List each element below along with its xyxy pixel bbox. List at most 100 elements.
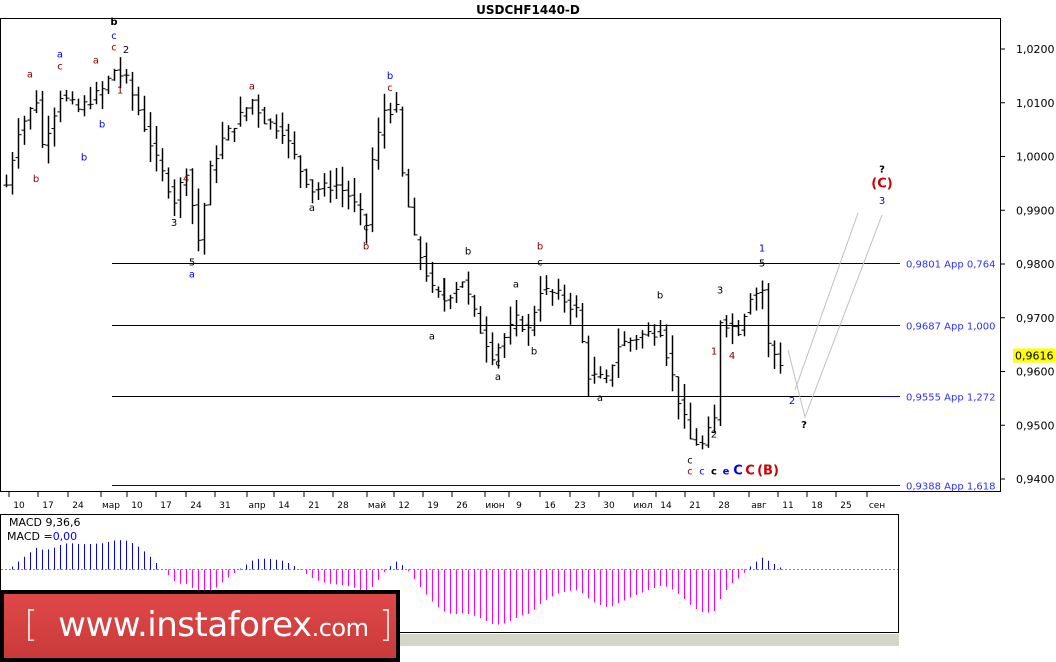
ohlc-bar bbox=[747, 293, 754, 315]
ohlc-bar bbox=[129, 71, 136, 111]
wave-label: 1 bbox=[759, 244, 765, 255]
ohlc-bar bbox=[687, 402, 694, 440]
ohlc-bar bbox=[93, 81, 100, 105]
ohlc-bar bbox=[375, 117, 382, 170]
date-label: сен bbox=[869, 501, 885, 511]
ohlc-bar bbox=[573, 295, 580, 318]
ohlc-bar bbox=[45, 115, 52, 164]
ohlc-bar bbox=[483, 316, 490, 363]
ohlc-bar bbox=[249, 98, 256, 115]
ohlc-bar bbox=[369, 147, 376, 233]
wave-label: 2 bbox=[789, 396, 795, 407]
wave-label: c bbox=[687, 455, 693, 466]
projection-line-b bbox=[794, 212, 859, 391]
ohlc-bar bbox=[423, 242, 430, 282]
ohlc-bar bbox=[123, 68, 130, 84]
ohlc-bar bbox=[219, 121, 226, 160]
wave-label: c bbox=[699, 467, 705, 478]
ohlc-bar bbox=[339, 166, 346, 208]
wave-label: c bbox=[363, 223, 369, 234]
ohlc-bar bbox=[651, 324, 658, 346]
ohlc-bar bbox=[519, 315, 526, 332]
ohlc-bar bbox=[417, 236, 424, 271]
wave-label: (B) bbox=[757, 464, 779, 479]
ohlc-bar bbox=[333, 167, 340, 199]
ohlc-bar bbox=[105, 75, 112, 95]
ohlc-bar bbox=[603, 369, 610, 384]
wave-label: C bbox=[733, 464, 743, 479]
ohlc-bar bbox=[543, 275, 550, 295]
price-tick-label: 0,9900 bbox=[1016, 204, 1055, 217]
date-label: 14 bbox=[278, 501, 290, 511]
wave-label: C bbox=[745, 464, 755, 479]
date-label: июн bbox=[485, 501, 504, 511]
ohlc-bar bbox=[555, 278, 562, 300]
date-label: 24 bbox=[72, 501, 84, 511]
ohlc-bar bbox=[411, 197, 418, 236]
ohlc-bar bbox=[777, 342, 784, 374]
ohlc-bar bbox=[405, 168, 412, 208]
ohlc-bar bbox=[561, 284, 568, 313]
ohlc-bar bbox=[81, 95, 88, 117]
ohlc-bar bbox=[723, 315, 730, 338]
ohlc-bar bbox=[261, 106, 268, 125]
current-price-marker bbox=[1013, 348, 1055, 363]
projection-path bbox=[787, 212, 883, 419]
ohlc-bar bbox=[207, 160, 214, 206]
macd-value-number: 0,00 bbox=[53, 530, 78, 543]
wave-label: a bbox=[513, 280, 519, 291]
price-tick-label: 0,9600 bbox=[1016, 366, 1055, 379]
ohlc-bar bbox=[189, 168, 196, 225]
ohlc-bar bbox=[765, 283, 772, 358]
ohlc-bar bbox=[165, 167, 172, 199]
date-label: апр bbox=[248, 501, 265, 511]
instaforex-watermark[interactable]: [ www.instaforex.com ] bbox=[0, 590, 400, 662]
ohlc-bar bbox=[15, 118, 22, 169]
ohlc-bar bbox=[231, 127, 238, 142]
wave-label: c bbox=[687, 467, 693, 478]
ohlc-bar bbox=[39, 90, 46, 148]
ohlc-bar bbox=[237, 96, 244, 127]
ohlc-bar bbox=[255, 94, 262, 128]
date-label: 28 bbox=[337, 501, 349, 511]
ohlc-bar bbox=[75, 98, 82, 113]
date-label: 9 bbox=[516, 501, 522, 511]
level-label: 0,9687 App 1,000 bbox=[906, 322, 996, 333]
ohlc-bar bbox=[507, 306, 514, 345]
wave-label: a bbox=[189, 269, 195, 280]
date-label: 18 bbox=[811, 501, 823, 511]
date-label: 17 bbox=[42, 501, 53, 511]
ohlc-bar bbox=[393, 92, 400, 113]
date-label: 16 bbox=[544, 501, 556, 511]
ohlc-bar bbox=[501, 333, 508, 358]
wave-label: a bbox=[249, 81, 255, 92]
price-tick-label: 0,9800 bbox=[1016, 258, 1055, 271]
ohlc-bar bbox=[51, 107, 58, 147]
ohlc-bar bbox=[681, 384, 688, 429]
wave-label: ? bbox=[879, 165, 885, 176]
macd-value-prefix: MACD = bbox=[7, 530, 53, 543]
ohlc-bar bbox=[279, 112, 286, 144]
date-label: 26 bbox=[456, 501, 468, 511]
ohlc-bar bbox=[87, 86, 94, 110]
ohlc-bar bbox=[327, 170, 334, 203]
wave-label: b bbox=[387, 71, 393, 82]
current-price-label: 0,9616 bbox=[1015, 350, 1054, 363]
level-label: 0,9388 App 1,618 bbox=[906, 482, 996, 493]
wave-label: a bbox=[57, 50, 63, 61]
date-label: 17 bbox=[160, 501, 171, 511]
ohlc-bar bbox=[525, 313, 532, 346]
ohlc-bar bbox=[759, 280, 766, 310]
ohlc-bar bbox=[183, 168, 190, 197]
ohlc-bar bbox=[675, 376, 682, 420]
ohlc-bar bbox=[363, 213, 370, 244]
date-label: 28 bbox=[718, 501, 730, 511]
wave-label: c bbox=[57, 62, 63, 73]
price-tick-label: 0,9400 bbox=[1016, 473, 1055, 486]
ohlc-bar bbox=[435, 286, 442, 298]
macd-value: MACD =0,00 bbox=[7, 530, 77, 543]
wave-label: 1 bbox=[117, 86, 123, 97]
ohlc-bar bbox=[729, 313, 736, 345]
wave-label: b bbox=[33, 174, 39, 185]
ohlc-bar bbox=[621, 331, 628, 347]
